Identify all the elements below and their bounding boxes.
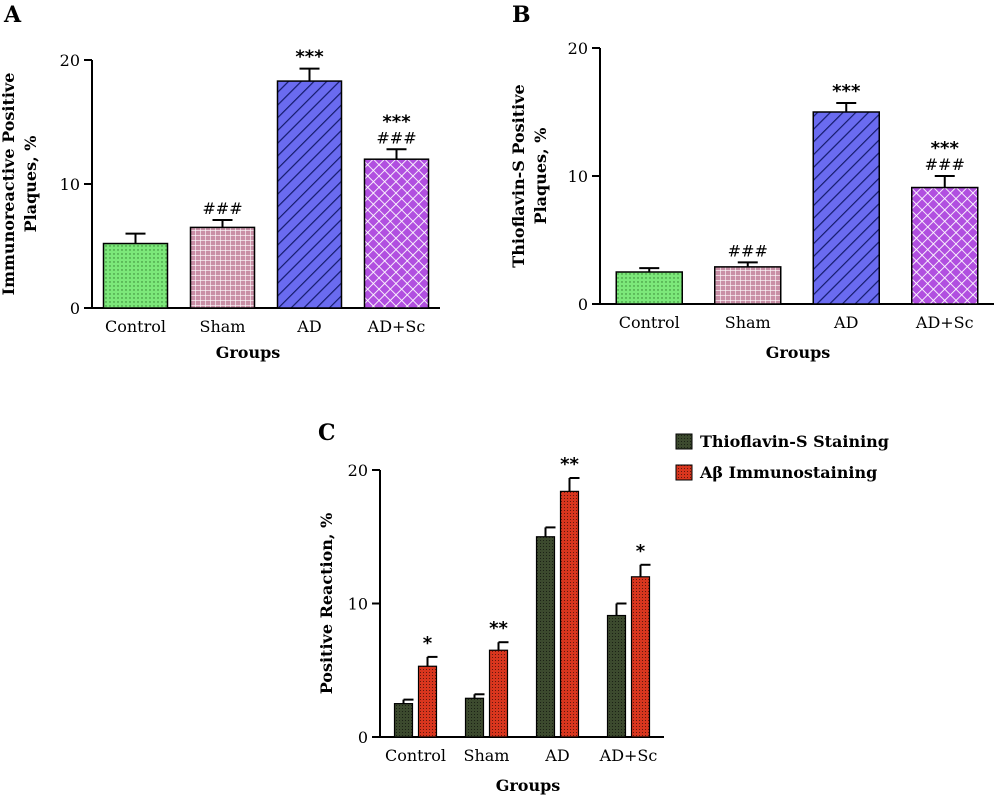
- panel-a-x-tick-labels: Control Sham AD AD+Sc: [105, 317, 425, 336]
- bar-texture: [189, 226, 256, 309]
- x-tick-label: AD: [544, 746, 569, 765]
- bar-texture: [418, 666, 437, 737]
- y-tick-label: 0: [70, 299, 80, 318]
- panel-b-annotations: ###***###***: [728, 81, 965, 260]
- x-tick-label: AD: [296, 317, 321, 336]
- bar-texture: [714, 266, 782, 305]
- y-axis-title-line: Plaques, %: [21, 136, 40, 233]
- legend-label-abeta: Aβ Immunostaining: [699, 463, 877, 482]
- panel-b-x-axis-title: Groups: [766, 343, 831, 362]
- significance-marker: **: [489, 618, 508, 639]
- panel-letter-a: A: [3, 2, 22, 28]
- x-tick-label: Control: [619, 313, 680, 332]
- significance-marker: ###: [925, 155, 965, 174]
- bar-texture: [536, 536, 555, 737]
- x-tick-label: Control: [385, 746, 446, 765]
- y-tick-label: 0: [358, 728, 368, 747]
- legend-swatch-thioflavin-texture: [676, 434, 692, 449]
- x-tick-label: Sham: [725, 313, 771, 332]
- x-tick-label: AD+Sc: [915, 313, 974, 332]
- x-tick-label: AD+Sc: [599, 746, 658, 765]
- panel-a: A Immunoreactive Positive Plaques, % 0 10 2…: [0, 2, 440, 362]
- panel-a-annotations: ###***###***: [202, 47, 416, 218]
- x-tick-label: AD+Sc: [367, 317, 426, 336]
- significance-marker: *: [423, 633, 433, 654]
- panel-b-y-axis-title: Thioflavin-S Positive Plaques, %: [509, 84, 550, 267]
- panel-c-bars: [393, 477, 651, 738]
- y-tick-label: 10: [568, 167, 588, 186]
- significance-marker: ***: [832, 81, 861, 102]
- y-axis-title-line: Thioflavin-S Positive: [509, 84, 528, 267]
- bar-texture: [394, 703, 413, 737]
- bar-texture: [465, 698, 484, 737]
- panel-c-legend: Thioflavin-S Staining Aβ Immunostaining: [675, 432, 889, 482]
- y-axis-title-line: Immunoreactive Positive: [0, 73, 18, 296]
- x-tick-label: Control: [105, 317, 166, 336]
- x-tick-label: Sham: [200, 317, 246, 336]
- panel-c-x-axis-title: Groups: [496, 776, 561, 795]
- y-tick-label: 20: [568, 39, 588, 58]
- x-tick-label: Sham: [464, 746, 510, 765]
- panel-c-annotations: ******: [423, 454, 646, 654]
- y-tick-label: 10: [348, 595, 368, 614]
- y-tick-label: 20: [60, 51, 80, 70]
- significance-marker: ***: [931, 138, 960, 159]
- significance-marker: *: [636, 541, 646, 562]
- panel-a-bars: [102, 67, 430, 309]
- significance-marker: ###: [376, 128, 416, 147]
- significance-marker: ###: [728, 241, 768, 260]
- panel-c-x-tick-labels: Control Sham AD AD+Sc: [385, 746, 657, 765]
- y-tick-label: 0: [578, 295, 588, 314]
- panel-c-y-axis-title: Positive Reaction, %: [317, 513, 336, 695]
- bar-texture: [607, 615, 626, 737]
- y-axis-title-line: Plaques, %: [531, 128, 550, 225]
- panel-a-y-axis-title: Immunoreactive Positive Plaques, %: [0, 73, 40, 296]
- y-tick-label: 20: [348, 461, 368, 480]
- panel-a-x-axis-title: Groups: [216, 343, 281, 362]
- y-axis-title-line: Positive Reaction, %: [317, 513, 336, 695]
- panel-b: B Thioflavin-S Positive Plaques, % 01020 …: [509, 2, 994, 362]
- bar-texture: [911, 186, 979, 305]
- bar-texture: [615, 271, 683, 305]
- legend-swatch-abeta-texture: [676, 465, 692, 480]
- x-tick-label: AD: [833, 313, 858, 332]
- panel-b-bars: [615, 102, 979, 305]
- bar-texture: [560, 491, 579, 737]
- panel-b-x-tick-labels: Control Sham AD AD+Sc: [619, 313, 974, 332]
- significance-marker: ***: [295, 47, 324, 68]
- bar-texture: [489, 650, 508, 737]
- significance-marker: ***: [382, 111, 411, 132]
- significance-marker: **: [560, 454, 579, 475]
- bar-texture: [812, 111, 880, 305]
- bar-texture: [631, 576, 650, 737]
- panel-letter-b: B: [512, 2, 531, 28]
- legend-label-thioflavin: Thioflavin-S Staining: [700, 432, 889, 451]
- significance-marker: ###: [202, 199, 242, 218]
- bar-texture: [363, 158, 430, 309]
- y-tick-label: 10: [60, 175, 80, 194]
- bar-texture: [102, 242, 169, 309]
- bar-texture: [276, 80, 343, 309]
- panel-letter-c: C: [318, 420, 336, 446]
